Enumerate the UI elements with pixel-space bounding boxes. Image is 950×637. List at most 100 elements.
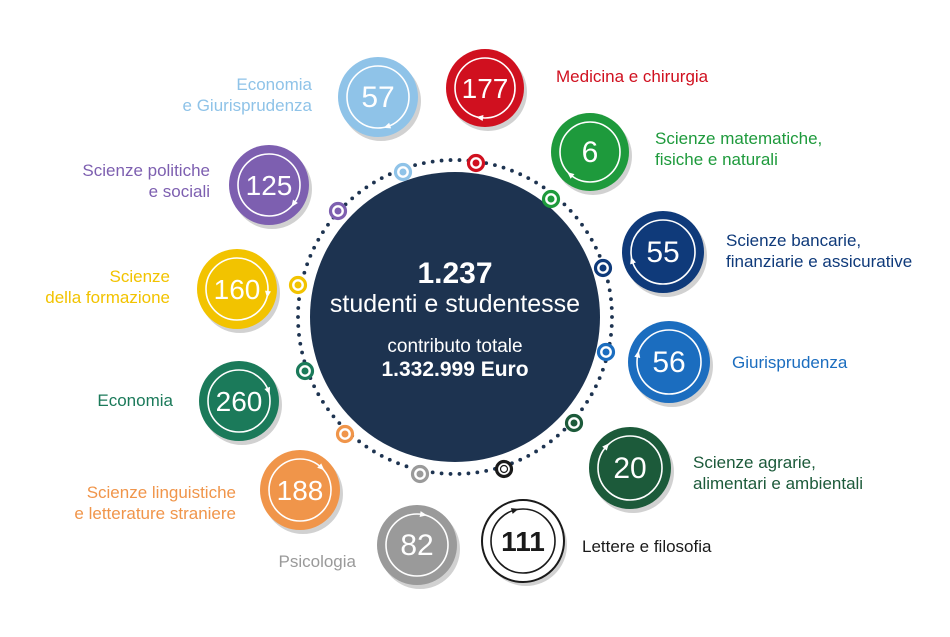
ring-dot	[585, 399, 589, 404]
ring-dot	[609, 306, 614, 310]
ring-dot	[404, 464, 409, 469]
ring-dot	[379, 176, 384, 181]
ring-dot	[585, 230, 589, 235]
faculty-value: 125	[246, 170, 293, 201]
ring-marker-core	[599, 264, 607, 272]
faculty-label-line: Scienze linguistiche	[86, 483, 236, 502]
faculty-label-scienze-linguistiche: Scienze linguistiche e letterature strani…	[74, 482, 236, 524]
faculty-label-line: e Giurisprudenza	[182, 96, 312, 115]
faculty-label-psicologia: Psicologia	[279, 551, 357, 572]
ring-dot	[421, 161, 426, 166]
bubble	[229, 145, 309, 225]
faculty-scienze-bancarie: 55	[593, 211, 707, 297]
ring-dot	[321, 230, 325, 235]
faculty-label-line: Scienze agrarie,	[693, 453, 816, 472]
ring-dot	[337, 421, 342, 426]
faculty-psicologia: 82	[377, 464, 460, 589]
ring-dot	[350, 196, 355, 201]
ring-dot	[379, 453, 384, 458]
ring-marker-core	[570, 419, 578, 427]
bubble-inner-ring	[630, 219, 696, 285]
bubble-inner-ring	[597, 435, 663, 501]
ring-dot	[372, 449, 376, 454]
ring-dot	[387, 457, 392, 462]
ring-dot	[316, 392, 321, 397]
ring-marker-core	[472, 159, 480, 167]
bubble-inner-ring	[237, 153, 301, 217]
ring-dot	[510, 168, 514, 173]
bubble-inner-ring	[205, 257, 269, 321]
faculty-value: 6	[582, 136, 599, 169]
faculty-scienze-politiche: 125	[229, 145, 348, 229]
ring-dot	[364, 444, 369, 449]
ring-dot	[308, 253, 313, 258]
ring-dot	[541, 185, 546, 190]
ring-dot	[607, 288, 612, 293]
bubble	[589, 427, 671, 509]
faculty-label-line: fisiche e naturali	[655, 150, 778, 169]
bubble-inner-ring	[268, 458, 332, 522]
ring-dot	[372, 180, 376, 185]
bubble-inner-ring	[559, 121, 621, 183]
faculty-label-line: alimentari e ambientali	[693, 474, 864, 493]
bubble-inner-ring	[454, 57, 516, 119]
faculty-label-line: della formazione	[45, 288, 170, 307]
faculty-label-line: Lettere e filosofia	[582, 537, 712, 556]
ring-dot	[457, 472, 462, 476]
ring-dot	[493, 163, 497, 168]
ring-dot	[448, 158, 453, 162]
ring-dot	[609, 332, 613, 337]
faculty-scienze-linguistiche: 188	[260, 424, 355, 534]
bubble	[260, 450, 340, 530]
bubble-inner-ring	[385, 513, 449, 577]
bubble-inner-ring	[207, 369, 271, 433]
ring-dot	[298, 341, 303, 346]
arrow-icon	[383, 122, 392, 129]
ring-dot	[562, 427, 567, 432]
ring-marker-core	[547, 195, 555, 203]
bubble-inner-ring	[346, 65, 410, 129]
ring-dot	[501, 165, 506, 170]
ring-dot	[396, 461, 400, 466]
faculty-label-scienze-bancarie: Scienze bancarie, finanziarie e assicurat…	[726, 230, 912, 272]
bubble-inner-ring	[636, 329, 702, 395]
ring-dot	[357, 190, 362, 195]
ring-dot	[589, 392, 594, 397]
bubble	[338, 57, 418, 137]
ring-dot	[589, 237, 594, 242]
ring-dot	[331, 414, 336, 419]
faculty-value: 82	[400, 529, 433, 562]
bubble	[197, 249, 277, 329]
bubble	[622, 211, 704, 293]
ring-dot	[466, 471, 471, 476]
ring-dot	[484, 161, 489, 166]
ring-dot	[526, 453, 531, 458]
faculty-label-line: Scienze bancarie,	[726, 231, 862, 250]
ring-dot	[457, 158, 462, 162]
ring-dot	[548, 439, 553, 444]
ring-dot	[387, 172, 392, 177]
faculty-value: 20	[613, 452, 646, 485]
arrow-icon	[264, 386, 270, 395]
arrow-icon	[291, 199, 298, 208]
arrow-icon	[602, 443, 610, 451]
bubble	[551, 113, 629, 191]
faculty-label-scienze-agrarie: Scienze agrarie, alimentari e ambientali	[693, 452, 863, 494]
arrow-icon	[630, 256, 636, 265]
ring-dot	[302, 270, 307, 275]
faculty-label-medicina: Medicina e chirurgia	[556, 66, 708, 87]
ring-dot	[597, 376, 602, 381]
ring-dot	[413, 163, 417, 168]
ring-dot	[541, 444, 546, 449]
arrow-icon	[419, 511, 428, 518]
ring-dot	[609, 324, 614, 328]
ring-dot	[484, 468, 489, 473]
faculty-value: 160	[214, 274, 261, 305]
ring-marker-core	[341, 430, 349, 438]
ring-dot	[574, 215, 579, 220]
faculty-scienze-matematiche: 6	[541, 113, 632, 209]
ring-dot	[580, 222, 584, 227]
ring-marker-core	[294, 281, 302, 289]
ring-dot	[600, 367, 605, 372]
faculty-value: 55	[646, 236, 679, 269]
